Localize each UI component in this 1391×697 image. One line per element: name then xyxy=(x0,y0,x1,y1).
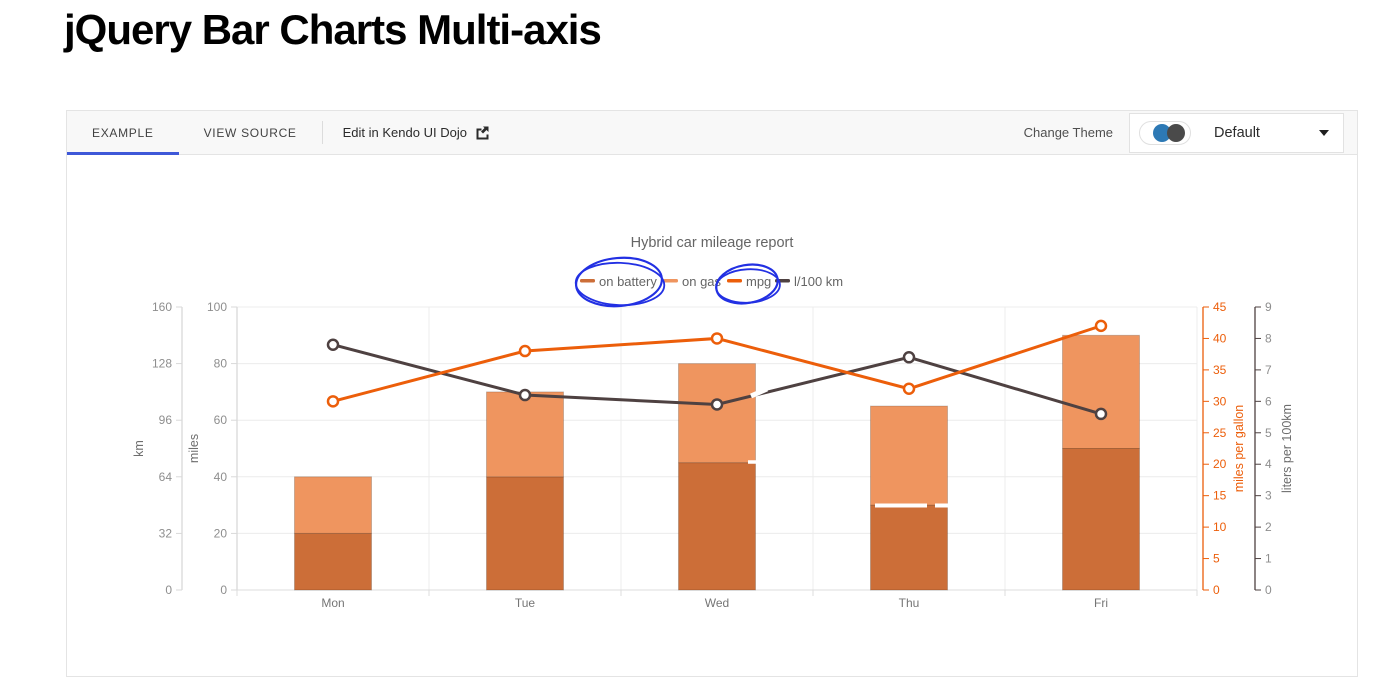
axis-km-title: km xyxy=(132,440,146,457)
category-label-mon: Mon xyxy=(321,596,344,610)
axis-km-label: 64 xyxy=(159,470,173,484)
toggle-dark-dot xyxy=(1167,123,1185,142)
axis-mpg-label: 15 xyxy=(1213,489,1227,503)
category-label-fri: Fri xyxy=(1094,596,1108,610)
axis-miles-title: miles xyxy=(187,434,201,463)
axis-l100km-label: 4 xyxy=(1265,457,1272,471)
axis-mpg-label: 5 xyxy=(1213,552,1220,566)
demo-container: EXAMPLE VIEW SOURCE Edit in Kendo UI Doj… xyxy=(66,110,1358,677)
axis-l100km-label: 9 xyxy=(1265,300,1272,314)
legend-label-l-100-km: l/100 km xyxy=(794,274,843,289)
external-link-icon xyxy=(476,126,489,140)
bar-on-gas-thu[interactable] xyxy=(870,405,948,506)
ink-circle-legend-on-battery xyxy=(574,261,666,307)
axis-miles-label: 60 xyxy=(214,413,228,427)
ink-circle-legend-mpg xyxy=(715,268,781,304)
axis-l100km-label: 7 xyxy=(1265,363,1272,377)
legend-item-on-battery[interactable]: on battery xyxy=(580,274,657,289)
legend-marker-on-battery xyxy=(580,279,595,283)
bar-on-battery-thu[interactable] xyxy=(870,504,948,591)
axis-l100km-label: 3 xyxy=(1265,489,1272,503)
white-mark-annotation xyxy=(749,386,769,399)
axis-km-label: 160 xyxy=(152,300,172,314)
chevron-down-icon xyxy=(1319,129,1329,136)
chart: 0 32 64 96 128 160 km 0 20 40 60 80 100 miles 0 5 10 15 20… xyxy=(67,155,1357,675)
axis-km-label: 0 xyxy=(165,583,172,597)
legend-marker-on-gas xyxy=(663,279,678,283)
axis-mpg-label: 35 xyxy=(1213,363,1227,377)
bar-on-gas-tue[interactable] xyxy=(486,391,564,478)
legend-label-on-battery: on battery xyxy=(599,274,657,289)
axis-mpg-label: 30 xyxy=(1213,394,1227,408)
axis-miles-label: 40 xyxy=(214,470,228,484)
bar-on-battery-fri[interactable] xyxy=(1062,448,1140,591)
axis-mpg-label: 40 xyxy=(1213,331,1227,345)
edit-in-dojo-label: Edit in Kendo UI Dojo xyxy=(342,125,467,140)
toolbar-spacer xyxy=(510,111,1024,154)
point-l-100-km-mon[interactable] xyxy=(326,338,340,351)
toolbar-divider xyxy=(321,121,323,144)
chart-title: Hybrid car mileage report xyxy=(631,235,794,251)
axis-mpg-label: 20 xyxy=(1213,457,1227,471)
axis-l100km-label: 1 xyxy=(1265,552,1272,566)
axis-km-label: 32 xyxy=(159,526,173,540)
axis-miles-label: 100 xyxy=(207,300,227,314)
point-l-100-km-thu[interactable] xyxy=(902,351,916,364)
axis-l100km-label: 8 xyxy=(1265,331,1272,345)
axis-km-label: 128 xyxy=(152,357,172,371)
category-label-thu: Thu xyxy=(899,596,920,610)
axis-l100km-label: 5 xyxy=(1265,426,1272,440)
tab-example[interactable]: EXAMPLE xyxy=(67,111,179,155)
axis-miles-label: 80 xyxy=(214,357,228,371)
axis-mpg-label: 10 xyxy=(1213,520,1227,534)
point-mpg-mon[interactable] xyxy=(326,395,340,408)
axis-km-label: 96 xyxy=(159,413,173,427)
category-label-wed: Wed xyxy=(705,596,729,610)
theme-dropdown[interactable]: Default xyxy=(1129,112,1344,153)
toolbar: EXAMPLE VIEW SOURCE Edit in Kendo UI Doj… xyxy=(67,111,1357,155)
point-mpg-fri[interactable] xyxy=(1094,319,1108,333)
point-mpg-wed[interactable] xyxy=(710,332,724,345)
edit-in-dojo-link[interactable]: Edit in Kendo UI Dojo xyxy=(323,111,510,154)
change-theme-label: Change Theme xyxy=(1023,125,1113,140)
axis-l100km-label: 6 xyxy=(1265,394,1272,408)
legend-label-on-gas: on gas xyxy=(682,274,722,289)
bar-on-battery-wed[interactable] xyxy=(678,462,756,591)
toggle-blue-dot xyxy=(1153,123,1171,142)
bar-on-gas-wed[interactable] xyxy=(678,363,756,464)
category-label-tue: Tue xyxy=(515,596,536,610)
legend-marker-mpg xyxy=(727,279,742,283)
axis-miles-label: 20 xyxy=(214,526,228,540)
axis-l100km-label: 0 xyxy=(1265,583,1272,597)
point-mpg-thu[interactable] xyxy=(902,382,916,396)
axis-mpg-label: 0 xyxy=(1213,583,1220,597)
legend-item-mpg[interactable]: mpg xyxy=(727,274,771,289)
axis-l100km-label: 2 xyxy=(1265,520,1272,534)
axis-mpg-label: 25 xyxy=(1213,426,1227,440)
page-title: jQuery Bar Charts Multi-axis xyxy=(64,6,602,53)
legend-item-on-gas[interactable]: on gas xyxy=(663,274,722,289)
bar-on-gas-fri[interactable] xyxy=(1062,334,1140,449)
tab-view-source[interactable]: VIEW SOURCE xyxy=(203,125,297,140)
legend-label-mpg: mpg xyxy=(746,274,771,289)
point-l-100-km-fri[interactable] xyxy=(1094,407,1108,421)
point-l-100-km-tue[interactable] xyxy=(518,388,532,402)
axis-mpg-label: 45 xyxy=(1213,300,1227,314)
legend-item-l-100-km[interactable]: l/100 km xyxy=(775,274,843,289)
theme-toggle-icon xyxy=(1139,120,1191,145)
mileage-chart-svg: 0326496128160km020406080100miles05101520… xyxy=(132,235,1294,610)
axis-miles-label: 0 xyxy=(220,583,227,597)
point-l-100-km-wed[interactable] xyxy=(710,398,724,411)
bar-on-gas-mon[interactable] xyxy=(294,476,372,534)
theme-value: Default xyxy=(1214,124,1260,141)
bar-on-battery-tue[interactable] xyxy=(486,476,564,591)
axis-mpg-title: miles per gallon xyxy=(1232,405,1246,493)
point-mpg-tue[interactable] xyxy=(518,344,532,358)
axis-l100km-title: liters per 100km xyxy=(1280,404,1294,493)
bar-on-battery-mon[interactable] xyxy=(294,532,372,591)
